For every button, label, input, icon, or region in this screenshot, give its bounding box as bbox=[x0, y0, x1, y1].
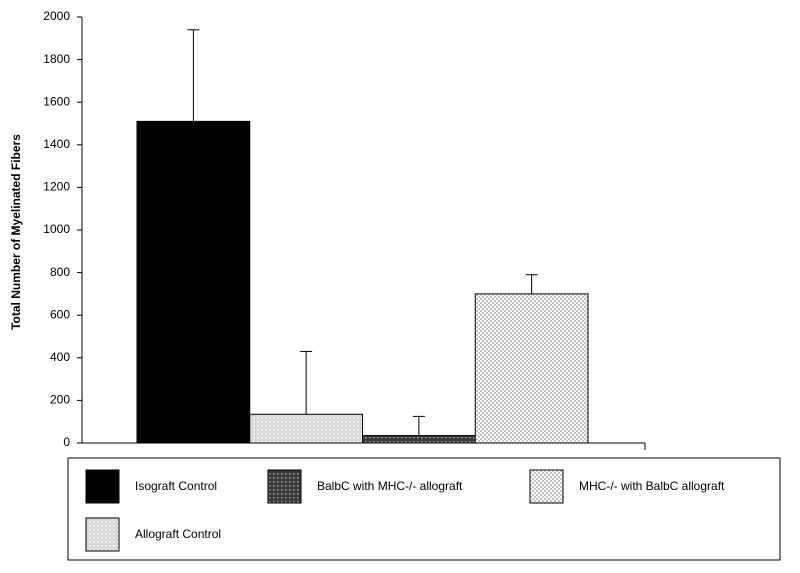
bar bbox=[136, 120, 251, 444]
y-tick-label: 800 bbox=[50, 265, 70, 279]
legend-swatch bbox=[267, 469, 302, 504]
error-bar bbox=[187, 29, 200, 122]
y-tick-label: 2000 bbox=[43, 9, 70, 23]
legend-label: Allograft Control bbox=[135, 527, 221, 541]
error-bar bbox=[525, 274, 538, 294]
legend-label: Isograft Control bbox=[135, 479, 217, 493]
y-tick-label: 1800 bbox=[43, 52, 70, 66]
legend-swatch bbox=[85, 517, 120, 552]
y-axis-label: Total Number of Myelinated Fibers bbox=[9, 134, 23, 330]
y-tick-label: 1600 bbox=[43, 94, 70, 108]
error-bar bbox=[300, 350, 313, 415]
legend-label: MHC-/- with BalbC allograft bbox=[579, 479, 725, 493]
legend-swatch bbox=[85, 469, 120, 504]
legend-box bbox=[67, 457, 781, 561]
bar bbox=[362, 435, 476, 444]
y-tick-label: 600 bbox=[50, 307, 70, 321]
legend-label: BalbC with MHC-/- allograft bbox=[317, 479, 463, 493]
y-tick-label: 400 bbox=[50, 350, 70, 364]
y-tick-label: 1200 bbox=[43, 180, 70, 194]
bar bbox=[249, 413, 363, 444]
legend-swatch bbox=[529, 469, 564, 504]
y-tick-label: 1400 bbox=[43, 137, 70, 151]
error-bar bbox=[412, 415, 425, 436]
bar bbox=[474, 293, 589, 444]
y-tick-label: 1000 bbox=[43, 222, 70, 236]
y-tick-label: 0 bbox=[63, 435, 70, 449]
y-tick-label: 200 bbox=[50, 393, 70, 407]
